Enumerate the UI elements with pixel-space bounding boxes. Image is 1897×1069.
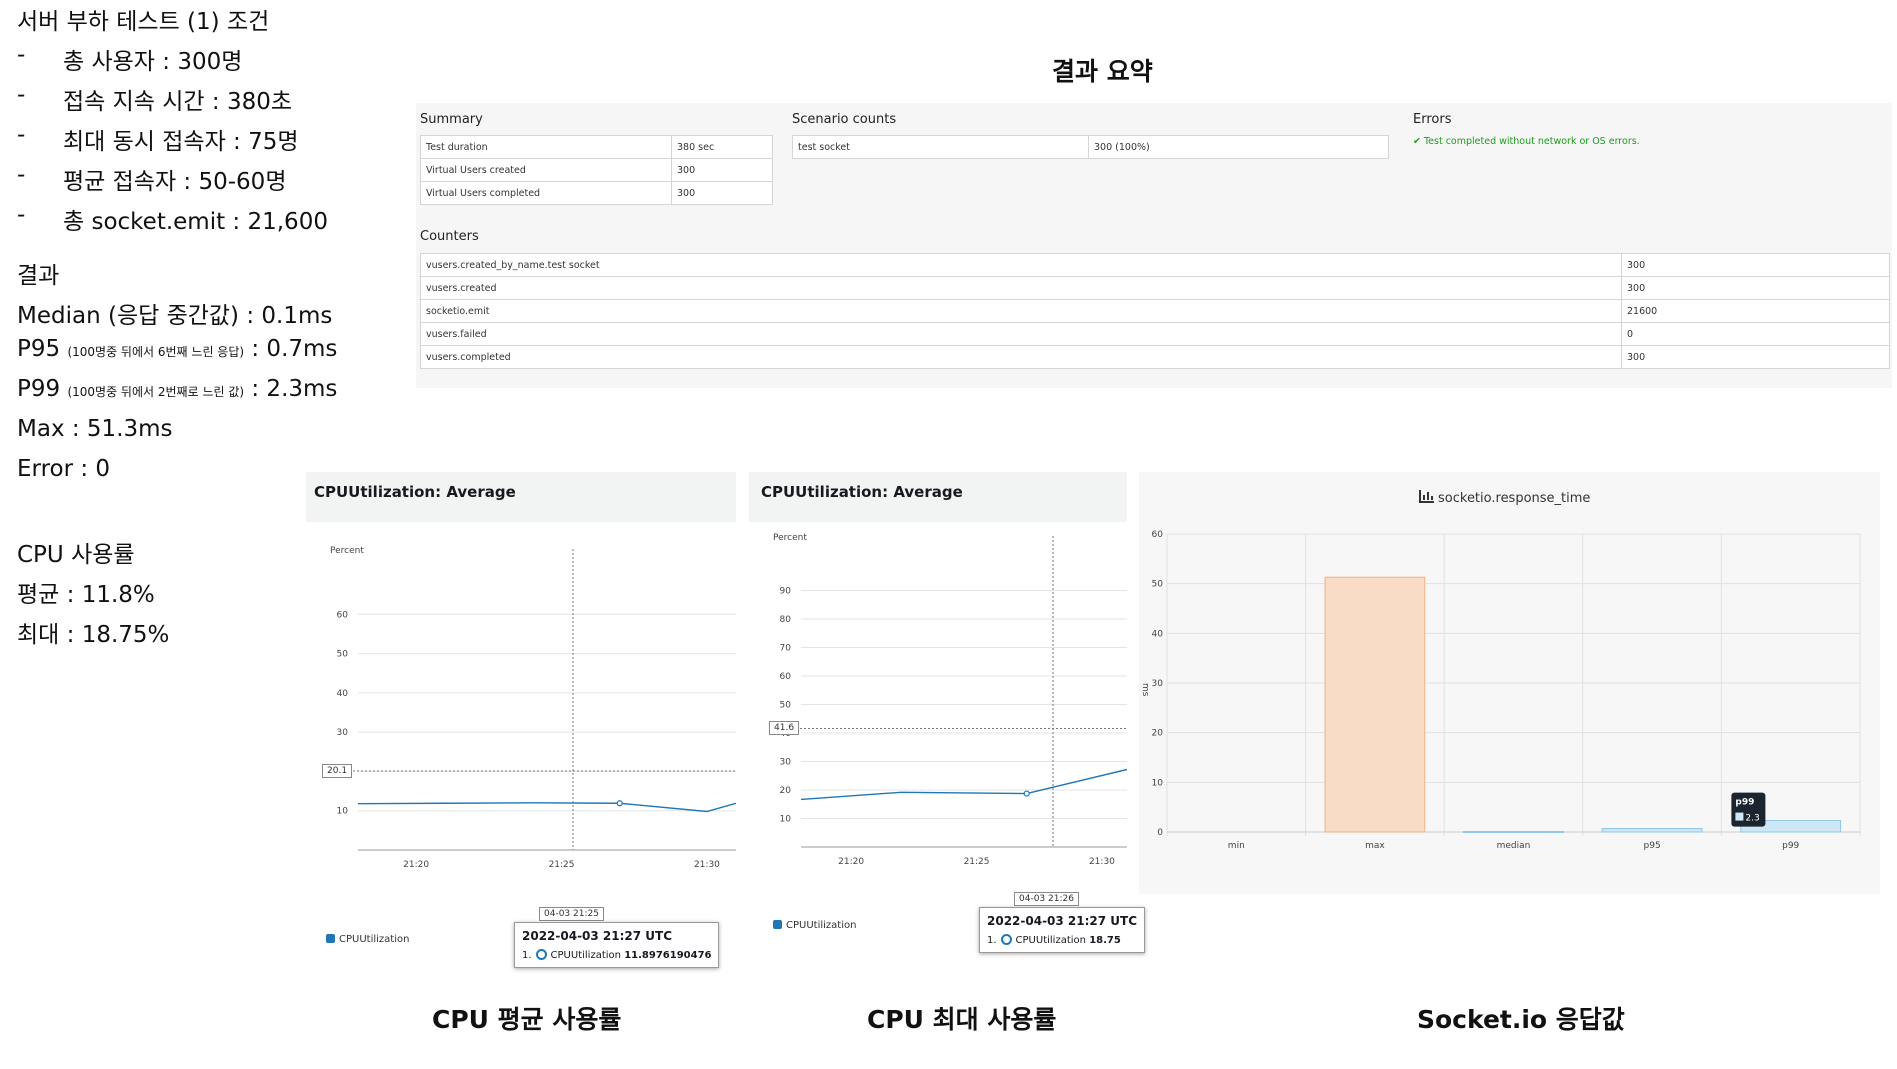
scenario-title: Scenario counts — [792, 112, 897, 127]
median-line: Median (응답 중간값) : 0.1ms — [17, 303, 333, 329]
marker-label: 04-03 21:26 — [1014, 892, 1079, 906]
y-axis-label: Percent — [773, 533, 807, 543]
y-tick-label: 50 — [780, 701, 792, 711]
x-tick-label: p99 — [1782, 841, 1799, 851]
data-point — [1023, 790, 1030, 797]
table-row: vusers.failed 0 — [420, 322, 1890, 346]
cpu-max-line: 최대 : 18.75% — [17, 622, 170, 648]
tooltip-swatch — [1735, 812, 1744, 821]
errors-status: ✔ Test completed without network or OS e… — [1413, 136, 1640, 147]
y-tick-label: 0 — [1157, 828, 1163, 838]
y-tick-label: 60 — [1152, 530, 1164, 540]
x-tick-label: 21:25 — [964, 857, 990, 867]
table-row: socketio.emit 21600 — [420, 299, 1890, 323]
table-row: vusers.completed 300 — [420, 345, 1890, 369]
caption-cpu-avg: CPU 평균 사용률 — [432, 1005, 622, 1034]
table-row: vusers.created 300 — [420, 276, 1890, 300]
series-line — [357, 802, 736, 813]
y-axis-label: ms — [1140, 683, 1150, 697]
counters-table: vusers.created_by_name.test socket 300 vu… — [420, 253, 1890, 369]
panel-title: CPUUtilization: Average — [761, 483, 963, 501]
y-axis-label: Percent — [330, 546, 364, 556]
y-tick-label: 10 — [337, 807, 349, 817]
marker-label: 20.1 — [322, 764, 353, 779]
y-tick-label: 80 — [780, 615, 792, 625]
x-tick-label: median — [1497, 841, 1531, 851]
data-point — [616, 800, 623, 807]
report-panel: Summary Test duration 380 sec Virtual Use… — [416, 103, 1892, 388]
y-tick-label: 40 — [337, 689, 349, 699]
summary-title: Summary — [420, 112, 483, 127]
y-tick-label: 60 — [337, 610, 349, 620]
caption-socket: Socket.io 응답값 — [1417, 1005, 1625, 1034]
y-tick-label: 20 — [780, 786, 792, 796]
y-tick-label: 60 — [780, 672, 792, 682]
page-title: 결과 요약 — [1052, 57, 1153, 86]
errors-title: Errors — [1413, 112, 1452, 127]
y-tick-label: 10 — [1152, 778, 1164, 788]
max-line: Max : 51.3ms — [17, 416, 173, 442]
x-tick-label: 21:30 — [694, 860, 720, 870]
cpu-title: CPU 사용률 — [17, 542, 135, 568]
x-tick-label: 21:30 — [1089, 857, 1115, 867]
marker-label: 41.6 — [769, 721, 800, 736]
table-row: Virtual Users completed 300 — [420, 181, 773, 205]
y-tick-label: 30 — [337, 728, 349, 738]
y-tick-label: 20 — [1152, 729, 1164, 739]
bar — [1463, 831, 1564, 834]
series-circle-icon — [1000, 934, 1012, 945]
summary-table: Test duration 380 sec Virtual Users creat… — [420, 135, 773, 205]
socket-response-panel: socketio.response_time 0 10 20 30 40 50 60 ms mi… — [1139, 472, 1880, 894]
table-row: test socket 300 (100%) — [792, 135, 1389, 159]
panel-title: CPUUtilization: Average — [314, 483, 516, 501]
table-row: vusers.created_by_name.test socket 300 — [420, 253, 1890, 277]
chart-tooltip: 2022-04-03 21:27 UTC 1. CPUUtilization 18… — [979, 907, 1146, 953]
y-tick-label: 30 — [1152, 679, 1164, 689]
y-tick-label: 90 — [780, 587, 792, 597]
x-tick-label: max — [1365, 841, 1385, 851]
marker-label: 04-03 21:25 — [539, 907, 604, 921]
caption-cpu-max: CPU 최대 사용률 — [867, 1005, 1057, 1034]
chart-legend: CPUUtilization — [326, 934, 409, 945]
scenario-table: test socket 300 (100%) — [792, 135, 1389, 159]
y-tick-label: 10 — [780, 815, 792, 825]
conditions-title: 서버 부하 테스트 (1) 조건 — [17, 9, 270, 35]
error-line: Error : 0 — [17, 456, 111, 482]
table-row: Test duration 380 sec — [420, 135, 773, 159]
y-tick-label: 50 — [1152, 580, 1164, 590]
y-tick-label: 70 — [780, 644, 792, 654]
table-row: Virtual Users created 300 — [420, 158, 773, 182]
y-tick-label: 40 — [1152, 629, 1164, 639]
x-tick-label: p95 — [1644, 841, 1661, 851]
series-circle-icon — [535, 949, 547, 960]
x-tick-label: 21:20 — [403, 860, 429, 870]
socket-response-chart: 0 10 20 30 40 50 60 ms min max median p95 p99 p99 2.3 — [1140, 530, 1861, 851]
p95-line: P95 (100명중 뒤에서 6번째 느린 응답) : 0.7ms — [17, 336, 338, 362]
socket-chart-title: socketio.response_time — [1419, 490, 1590, 506]
p99-line: P99 (100명중 뒤에서 2번째로 느린 값) : 2.3ms — [17, 376, 338, 402]
tooltip-label: p99 — [1735, 798, 1754, 808]
tooltip-value: 2.3 — [1745, 814, 1759, 824]
x-tick-label: min — [1228, 841, 1245, 851]
bar-chart-icon — [1419, 490, 1434, 503]
chart-legend: CPUUtilization — [773, 920, 856, 931]
cpu-max-panel: CPUUtilization: Average Percent102030405… — [749, 472, 1146, 962]
y-tick-label: 30 — [780, 758, 792, 768]
counters-title: Counters — [420, 229, 479, 244]
cpu-avg-line: 평균 : 11.8% — [17, 582, 155, 608]
x-tick-label: 21:25 — [549, 860, 575, 870]
y-tick-label: 50 — [337, 650, 349, 660]
result-title: 결과 — [17, 263, 60, 289]
x-tick-label: 21:20 — [838, 857, 864, 867]
chart-tooltip: 2022-04-03 21:27 UTC 1. CPUUtilization 11… — [514, 922, 720, 968]
bar — [1601, 828, 1703, 833]
series-line — [800, 768, 1127, 801]
bar — [1324, 576, 1426, 833]
cpu-avg-panel: CPUUtilization: Average Percent102030405… — [306, 472, 736, 972]
